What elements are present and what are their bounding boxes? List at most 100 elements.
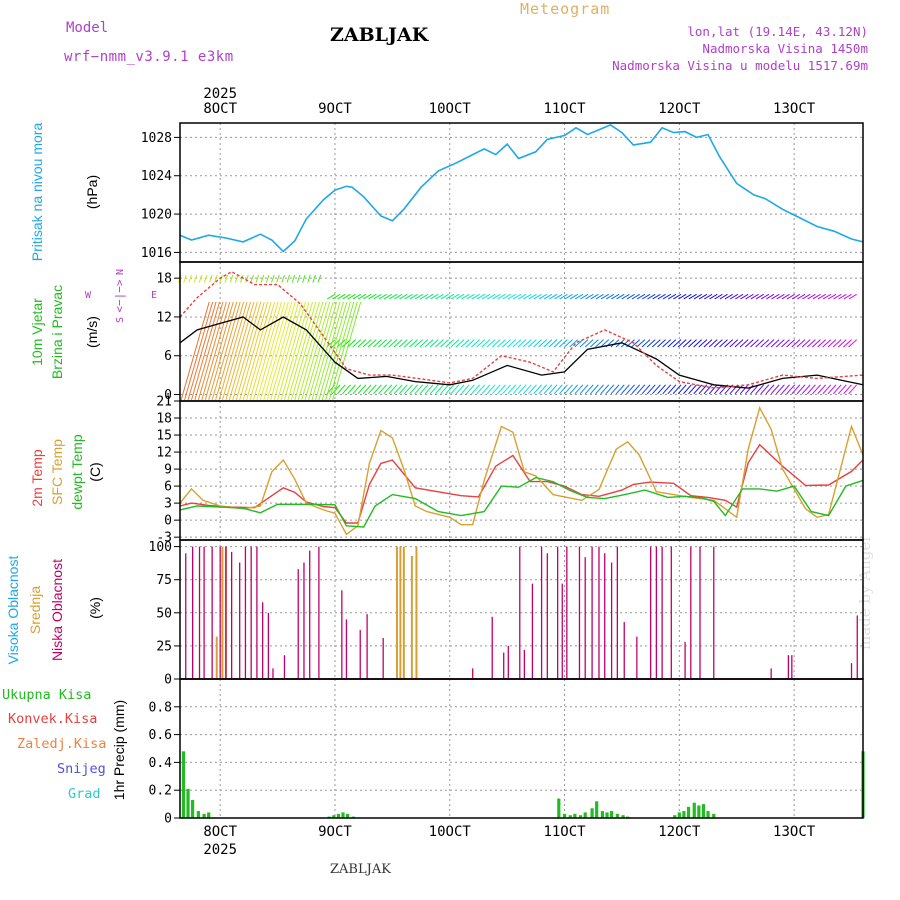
wind-barb [260,274,265,283]
wind-barb [538,293,548,300]
wind-barb [755,384,765,395]
wind-barb [683,384,692,395]
wind-barb [378,339,387,348]
wind-barb [291,274,296,283]
wind-barb [657,339,666,348]
wind-barb [533,384,542,395]
dewpt-line [179,476,864,528]
y-tick-label: 1024 [141,169,172,184]
wind-barb [672,384,682,395]
wind-barb [393,384,403,395]
wind-barb [770,339,780,348]
precip-bar [191,799,195,818]
wind-barb [404,339,413,348]
x-tick-label-top: 11OCT [543,101,586,117]
wind-barb [708,384,718,395]
wind-speed-line [179,316,864,389]
wind-barb [611,293,620,300]
wind-barb [833,293,842,300]
y-tick-label: 1016 [141,246,172,261]
wind-barb [595,384,604,395]
precip-bar [600,811,605,818]
wind-barb [796,339,806,348]
wind-barb [496,339,506,348]
elevation: Nadmorska Visina 1450m [702,41,868,56]
pressure-axis-title: Pritisak na nivou mora [29,123,45,262]
wind-barb [252,301,282,401]
y-tick-label: 0.8 [149,700,172,715]
precip-bar [615,813,619,818]
wind-barb [311,301,341,401]
wind-barb [652,293,661,300]
wind-barb [523,293,532,300]
wind-barb [564,293,573,300]
wind-barb [383,384,393,395]
wind-barb [357,293,367,300]
y-tick-label: 1028 [141,131,172,146]
panel-frame [179,678,864,819]
wind-barb [600,293,609,300]
wind-barb [255,274,260,283]
wind-barb [569,339,579,348]
wind-barb [579,339,589,348]
dew-axis-title: dewpt Temp [69,434,85,509]
precip-bar [706,811,710,818]
wind-barb [672,339,682,348]
wind-barb [347,384,357,395]
wind-barb [294,301,324,401]
wind-barb [801,339,811,348]
wind-gust-line [179,270,864,389]
dir-east: E [151,290,157,301]
wind-barb [429,339,439,348]
wind-barb [682,339,692,348]
t2m-axis-title: 2m Temp [29,449,45,507]
wind-barb [326,339,336,348]
wind-barb [471,339,480,348]
wind-barb [652,384,661,395]
wind-barb [476,339,486,348]
wind-barb [693,384,703,395]
x-tick-label-bottom: 9OCT [318,824,352,840]
dir-west: W [85,290,92,301]
x-tick-label-top: 10OCT [429,101,472,117]
wind-barb [662,384,672,395]
wind-barb [197,301,227,401]
wind-barb [522,339,532,348]
wind-barb [321,301,351,401]
wind-barb [266,301,296,401]
wind-barb [398,339,408,348]
wind-barb [240,274,244,283]
wind-barb [559,384,568,395]
wind-barb [394,293,403,300]
wind-barb [714,293,723,300]
wind-barb [357,384,367,395]
precip-bar [579,815,583,818]
wind-barbs [178,274,858,401]
wind-barb [667,339,677,348]
x-tick-label-top: 13OCT [773,101,816,117]
wind-barb [827,384,837,395]
wind-barb [621,384,630,395]
wind-barb [242,301,272,401]
wind-barb [445,339,455,348]
wind-barb [817,384,827,395]
wind-barb [569,293,579,300]
wind-barb [548,339,558,348]
x-tick-label-bottom: 8OCT [203,824,237,840]
wind-barb [765,384,775,395]
wind-barb [249,301,279,401]
wind-barb [734,384,744,395]
wind-barb [455,339,465,348]
wind-barb [367,384,377,395]
y-tick-label: 18 [156,272,172,287]
wind-barb [543,293,553,300]
wind-barb [188,274,192,283]
wind-barb [704,293,713,300]
wind-barb [193,274,198,283]
wind-barb [574,384,584,395]
precip-bar [583,812,587,818]
wind-barb [378,293,387,300]
wind-barb [440,384,449,395]
wind-barb [183,274,187,283]
wind-barb [259,301,289,401]
